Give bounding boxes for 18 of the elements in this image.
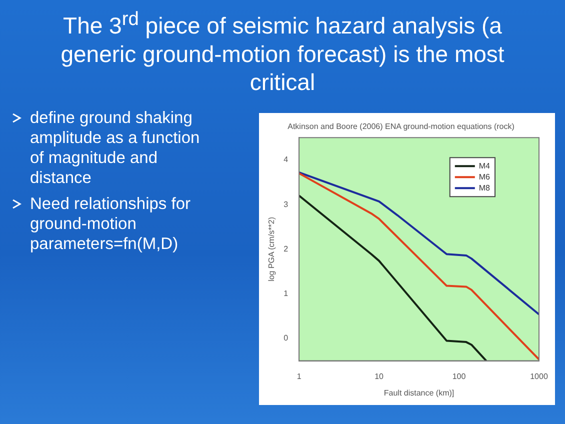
x-tick-label: 100 [452, 372, 466, 381]
x-tick-label: 1 [296, 372, 302, 381]
y-axis-title: log PGA (cm/s**2) [267, 216, 276, 282]
chart-title: The 3$^{rd}$ piece of seismic hazard analysis (a generic ground-motion forecast) is the most critical [60, 8, 505, 96]
y-tick-label: 1 [284, 289, 289, 298]
y-tick-label: 2 [284, 244, 289, 254]
legend-label: M4 [478, 161, 491, 170]
x-axis-title: Fault distance (km)] [384, 388, 454, 398]
legend-label: M8 [478, 183, 491, 192]
text: define ground shaking amplitude as a function of magnitude and distance [30, 109, 200, 187]
x-tick-label: 10 [374, 372, 384, 381]
y-tick-label: 0 [284, 334, 289, 343]
text: Need relationships for ground-motion parameters=fn(M,D) [30, 195, 191, 253]
y-tick-label: 4 [284, 155, 289, 164]
legend-label: M6 [478, 172, 491, 182]
x-tick-label: 1000 [530, 372, 548, 381]
y-tick-label: 3 [284, 200, 289, 209]
chart-subtitle: Atkinson and Boore (2006) ENA ground-motion equations (rock) [288, 122, 515, 132]
